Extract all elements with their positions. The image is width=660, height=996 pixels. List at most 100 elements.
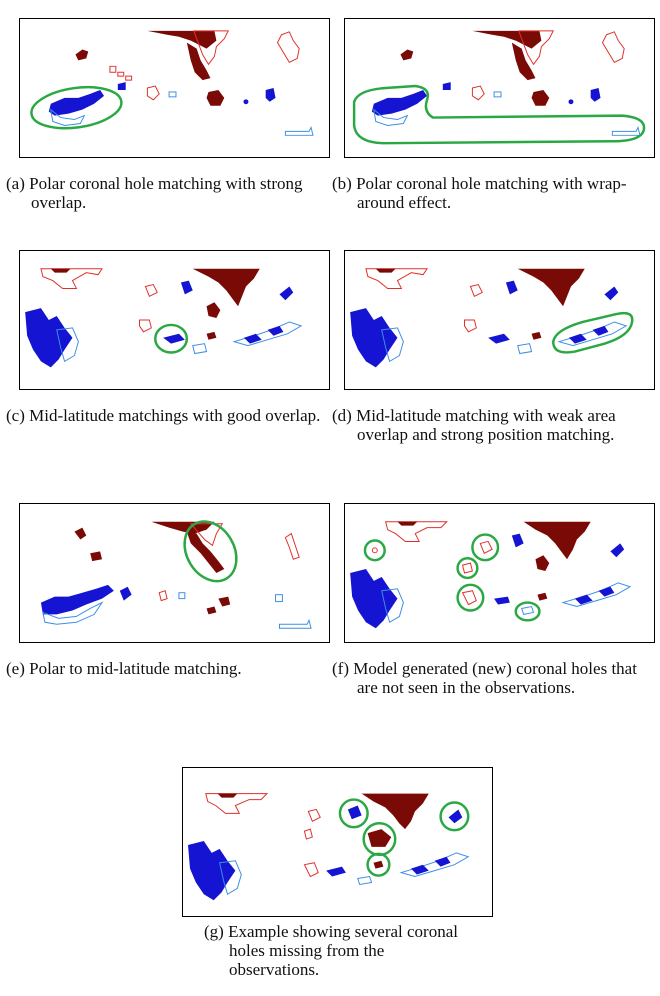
- obs-hole: [180, 280, 193, 295]
- obs-hole: [442, 82, 451, 90]
- coronal-hole-map-c: [25, 268, 303, 368]
- model-hole: [397, 521, 418, 526]
- match-circle: [471, 533, 500, 562]
- model-hole: [517, 268, 585, 307]
- obs-hole: [494, 596, 510, 605]
- model-hole: [146, 85, 160, 101]
- panel-a: [19, 18, 330, 158]
- model-hole: [461, 562, 473, 574]
- model-hole: [523, 521, 591, 560]
- obs-hole: [168, 91, 177, 98]
- obs-hole: [48, 89, 105, 116]
- match-circle: [30, 85, 123, 130]
- model-hole: [303, 862, 319, 878]
- model-hole: [367, 829, 392, 847]
- obs-hole: [381, 588, 404, 624]
- model-hole: [371, 547, 378, 554]
- obs-hole: [50, 108, 86, 126]
- model-hole: [365, 268, 428, 289]
- obs-hole: [610, 543, 625, 558]
- model-hole: [192, 268, 260, 307]
- obs-hole: [117, 82, 126, 90]
- obs-hole: [488, 333, 510, 344]
- obs-hole: [517, 343, 533, 355]
- model-hole: [461, 590, 477, 606]
- obs-hole: [119, 586, 132, 601]
- model-hole: [464, 319, 477, 333]
- match-circle: [366, 852, 391, 877]
- model-hole: [385, 521, 448, 542]
- model-hole: [601, 31, 625, 64]
- obs-hole: [371, 89, 428, 116]
- obs-hole: [399, 852, 470, 878]
- model-hole: [144, 283, 158, 298]
- match-circle: [514, 601, 541, 622]
- model-hole: [151, 521, 215, 534]
- caption-c: (c) Mid-latitude matchings with good ove…: [6, 406, 332, 425]
- obs-hole: [243, 325, 284, 344]
- model-hole: [531, 331, 542, 340]
- obs-hole: [493, 91, 502, 98]
- coronal-hole-map-e: [40, 520, 312, 629]
- obs-hole: [232, 321, 303, 347]
- obs-hole: [350, 569, 398, 629]
- model-hole: [206, 331, 217, 340]
- obs-hole: [347, 805, 362, 820]
- model-hole: [361, 793, 429, 830]
- obs-hole: [411, 856, 451, 875]
- obs-hole: [350, 308, 398, 368]
- model-hole: [537, 592, 548, 601]
- model-hole: [189, 523, 224, 547]
- model-hole: [469, 283, 483, 298]
- obs-hole: [188, 841, 236, 901]
- model-hole: [40, 268, 103, 289]
- caption-text: (f) Model generated (new) coronal holes …: [332, 659, 637, 697]
- model-hole: [518, 30, 555, 66]
- obs-hole: [574, 586, 615, 605]
- panel-c: [19, 250, 330, 390]
- panel-f: [344, 503, 655, 643]
- coronal-hole-map-f: [350, 521, 632, 629]
- model-hole: [400, 49, 414, 61]
- caption-f: (f) Model generated (new) coronal holes …: [332, 659, 658, 697]
- match-circle: [154, 323, 189, 354]
- caption-text: (a) Polar coronal hole matching with str…: [6, 174, 303, 212]
- obs-hole: [561, 582, 632, 608]
- model-hole: [373, 860, 384, 869]
- model-hole: [284, 532, 300, 560]
- caption-text: (d) Mid-latitude matching with weak area…: [332, 406, 616, 444]
- caption-text: (b) Polar coronal hole matching with wra…: [332, 174, 627, 212]
- obs-hole: [448, 809, 463, 824]
- caption-text: (g) Example showing several coronal hole…: [204, 922, 458, 979]
- model-hole: [74, 527, 87, 540]
- coronal-hole-map-d: [350, 268, 634, 368]
- model-hole: [50, 268, 71, 273]
- obs-hole: [381, 327, 404, 363]
- obs-hole: [243, 99, 249, 105]
- obs-hole: [357, 875, 373, 885]
- panel-e: [19, 503, 330, 643]
- obs-hole: [505, 280, 518, 295]
- coronal-hole-map-b: [352, 30, 646, 145]
- obs-hole: [178, 592, 186, 600]
- panel-g: [182, 767, 493, 917]
- model-hole: [375, 268, 396, 273]
- obs-hole: [284, 126, 314, 136]
- coronal-hole-map-a: [30, 30, 314, 136]
- model-hole: [206, 89, 225, 106]
- model-hole: [90, 551, 103, 562]
- caption-b: (b) Polar coronal hole matching with wra…: [332, 174, 658, 212]
- caption-d: (d) Mid-latitude matching with weak area…: [332, 406, 658, 444]
- model-hole: [139, 319, 152, 333]
- model-hole: [205, 793, 269, 814]
- obs-hole: [279, 286, 294, 301]
- match-circle: [338, 798, 369, 829]
- match-circle: [352, 84, 646, 145]
- model-hole: [218, 596, 231, 607]
- obs-hole: [611, 126, 641, 136]
- obs-hole: [218, 860, 242, 896]
- panel-b: [344, 18, 655, 158]
- model-hole: [535, 555, 550, 572]
- panel-d: [344, 250, 655, 390]
- model-hole: [471, 85, 485, 101]
